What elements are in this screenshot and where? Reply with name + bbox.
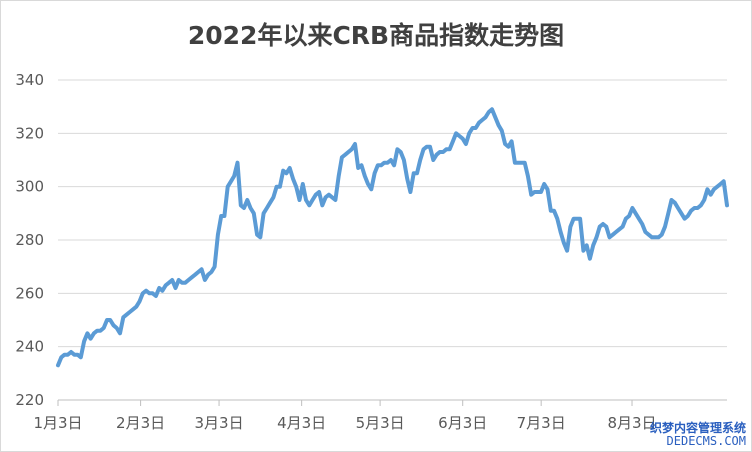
chart-title: 2022年以来CRB商品指数走势图 xyxy=(187,21,565,50)
x-tick-label: 5月3日 xyxy=(356,414,405,432)
y-tick-label: 320 xyxy=(15,124,44,142)
y-tick-labels: 220 240 260 280 300 320 340 xyxy=(15,71,44,409)
grid-lines xyxy=(58,79,727,401)
x-tick-label: 8月3日 xyxy=(607,414,656,432)
x-tick-label: 7月3日 xyxy=(517,414,566,432)
y-tick-label: 280 xyxy=(15,231,44,249)
watermark-url: DEDECMS.COM xyxy=(666,434,746,448)
series-group xyxy=(56,107,729,368)
y-tick-label: 260 xyxy=(15,284,44,302)
x-tick-label: 4月3日 xyxy=(277,414,326,432)
y-tick-label: 220 xyxy=(15,391,44,409)
y-tick-label: 340 xyxy=(15,71,44,89)
watermark: 织梦内容管理系统 DEDECMS.COM xyxy=(650,422,746,448)
x-tick-label: 1月3日 xyxy=(33,414,82,432)
watermark-text: 织梦内容管理系统 xyxy=(649,421,746,435)
x-tick-label: 2月3日 xyxy=(116,414,165,432)
x-tick-labels: 1月3日 2月3日 3月3日 4月3日 5月3日 6月3日 7月3日 8月3日 xyxy=(33,400,657,432)
y-tick-label: 240 xyxy=(15,338,44,356)
x-tick-label: 3月3日 xyxy=(195,414,244,432)
series-line xyxy=(56,107,729,368)
x-tick-label: 6月3日 xyxy=(438,414,487,432)
y-tick-label: 300 xyxy=(15,178,44,196)
